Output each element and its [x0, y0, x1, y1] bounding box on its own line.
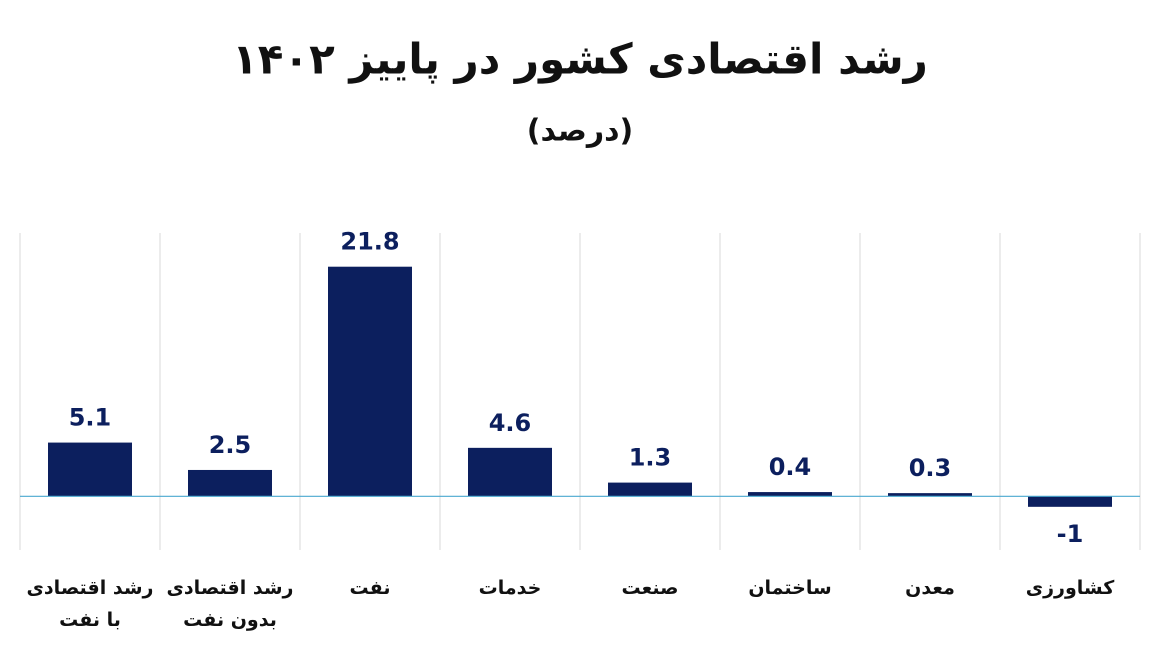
x-tick-label: صنعت: [621, 577, 679, 599]
data-label: 5.1: [69, 404, 112, 432]
bar: [608, 482, 692, 497]
data-label: 0.4: [769, 453, 812, 481]
bar: [1028, 496, 1112, 507]
chart-title: رشد اقتصادی کشور در پاییز ۱۴۰۲: [232, 35, 928, 85]
bar: [328, 266, 412, 497]
bar: [468, 447, 552, 497]
data-label: 2.5: [209, 431, 252, 459]
x-tick-label: رشد اقتصادی با نفت: [26, 577, 154, 631]
data-label: 21.8: [340, 228, 399, 256]
data-label: -1: [1057, 520, 1084, 548]
x-tick-label: رشد اقتصادی بدون نفت: [166, 577, 294, 631]
x-tick-label: نفت: [349, 577, 391, 599]
x-tick-label: معدن: [905, 577, 955, 599]
x-tick-label: ساختمان: [748, 577, 832, 599]
bar: [888, 493, 972, 497]
data-label: 1.3: [629, 444, 672, 472]
bar: [48, 442, 132, 497]
data-label: 0.3: [909, 454, 952, 482]
data-label: 4.6: [489, 409, 532, 437]
x-tick-label: کشاورزی: [1025, 577, 1115, 599]
chart-subtitle: (درصد): [527, 114, 633, 149]
x-tick-label: خدمات: [478, 577, 542, 599]
bar: [188, 469, 272, 497]
bar: [748, 492, 832, 497]
